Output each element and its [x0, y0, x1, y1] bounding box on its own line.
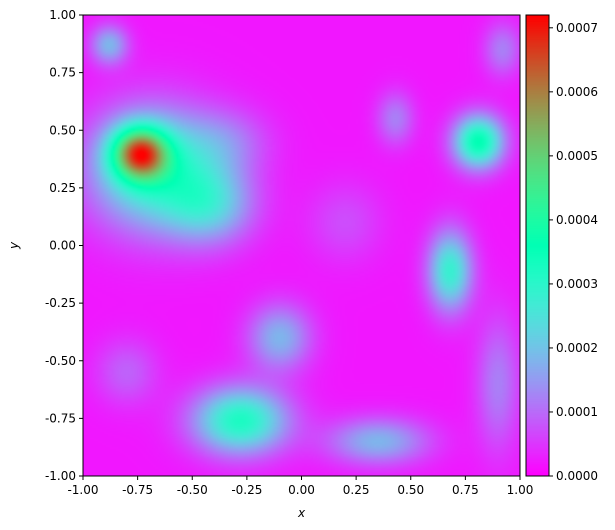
colorbar-frame: [525, 14, 550, 477]
colorbar-tick-label: 0.0006: [556, 85, 598, 99]
x-tick-label: -0.25: [231, 483, 262, 497]
y-axis-ticks: -1.00 -0.75 -0.50 -0.25 0.00 0.25 0.50 0.75 1.00: [45, 8, 83, 483]
x-tick-label: 1.00: [507, 483, 534, 497]
colorbar-gradient: [526, 15, 549, 476]
y-tick-label: 1.00: [49, 8, 76, 22]
y-tick-label: 0.50: [49, 123, 76, 137]
colorbar-ticks: 0.0000 0.0001 0.0002 0.0003 0.0004 0.0005 0.00…: [549, 21, 598, 483]
x-tick-label: -1.00: [67, 483, 98, 497]
y-tick-label: 0.25: [49, 181, 76, 195]
colorbar-tick-label: 0.0000: [556, 469, 598, 483]
x-tick-label: 0.00: [288, 483, 315, 497]
colorbar-tick-label: 0.0002: [556, 341, 598, 355]
y-tick-label: -0.25: [45, 296, 76, 310]
x-axis-ticks: -1.00 -0.75 -0.50 -0.25 0.00 0.25 0.50 0.75 1.00: [67, 476, 533, 497]
y-tick-label: 0.75: [49, 66, 76, 80]
y-tick-label: -0.50: [45, 354, 76, 368]
y-tick-label: 0.00: [49, 239, 76, 253]
colorbar-tick-label: 0.0007: [556, 21, 598, 35]
x-axis-label: x: [297, 506, 306, 520]
x-tick-label: -0.50: [177, 483, 208, 497]
y-axis-label: y: [7, 241, 21, 250]
x-tick-label: 0.75: [452, 483, 479, 497]
y-tick-label: -0.75: [45, 411, 76, 425]
y-tick-label: -1.00: [45, 469, 76, 483]
colorbar-tick-label: 0.0005: [556, 149, 598, 163]
x-tick-label: 0.50: [397, 483, 424, 497]
colorbar: 0.0000 0.0001 0.0002 0.0003 0.0004 0.0005 0.00…: [525, 14, 598, 483]
colorbar-tick-label: 0.0001: [556, 405, 598, 419]
colorbar-tick-label: 0.0003: [556, 277, 598, 291]
colorbar-tick-label: 0.0004: [556, 213, 598, 227]
x-tick-label: 0.25: [343, 483, 370, 497]
plot-area: [82, 14, 521, 477]
x-tick-label: -0.75: [122, 483, 153, 497]
heatmap-image: [83, 15, 520, 476]
